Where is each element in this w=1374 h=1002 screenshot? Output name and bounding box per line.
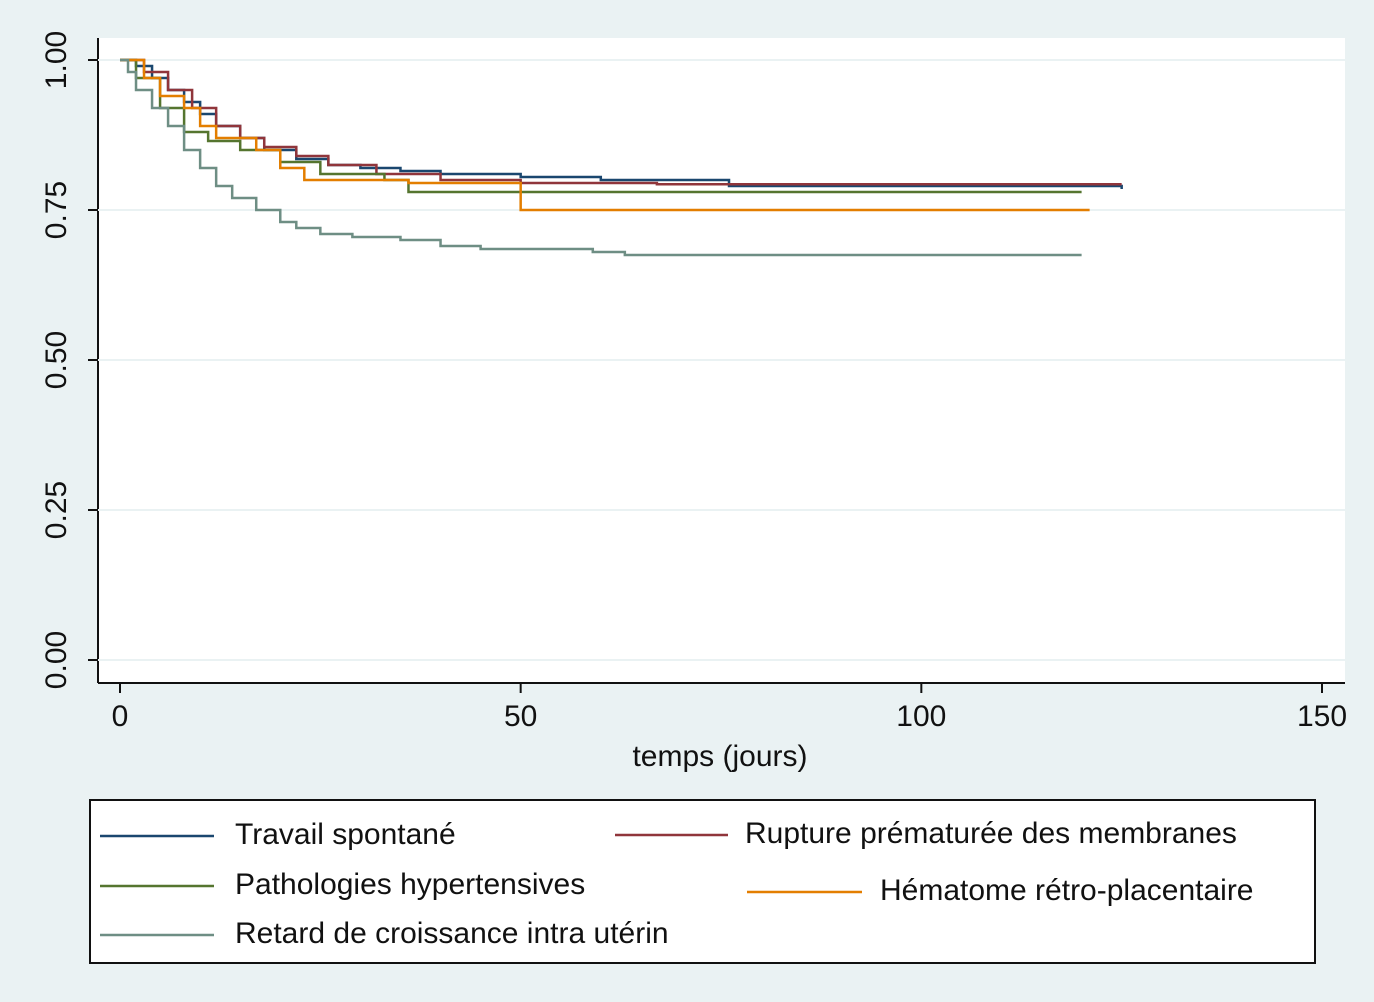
legend-label: Pathologies hypertensives — [235, 868, 585, 901]
y-tick-label: 0.00 — [40, 631, 73, 689]
x-tick-label: 0 — [112, 700, 129, 733]
legend-label: Travail spontané — [235, 818, 456, 851]
y-tick-label: 0.25 — [40, 481, 73, 539]
x-tick-label: 50 — [504, 700, 537, 733]
survival-curve — [120, 58, 1090, 212]
y-tick-label: 0.50 — [40, 331, 73, 389]
survival-curve — [120, 58, 1122, 186]
legend-label: Rupture prématurée des membranes — [745, 817, 1237, 850]
y-tick-label: 1.00 — [40, 31, 73, 89]
x-tick-label: 100 — [896, 700, 946, 733]
legend-label: Hématome rétro-placentaire — [880, 874, 1254, 907]
y-tick-label: 0.75 — [40, 181, 73, 239]
survival-curve — [120, 58, 1082, 257]
legend-label: Retard de croissance intra utérin — [235, 917, 669, 950]
x-axis-label: temps (jours) — [632, 740, 807, 773]
x-tick-label: 150 — [1297, 700, 1347, 733]
legend — [89, 799, 1316, 964]
